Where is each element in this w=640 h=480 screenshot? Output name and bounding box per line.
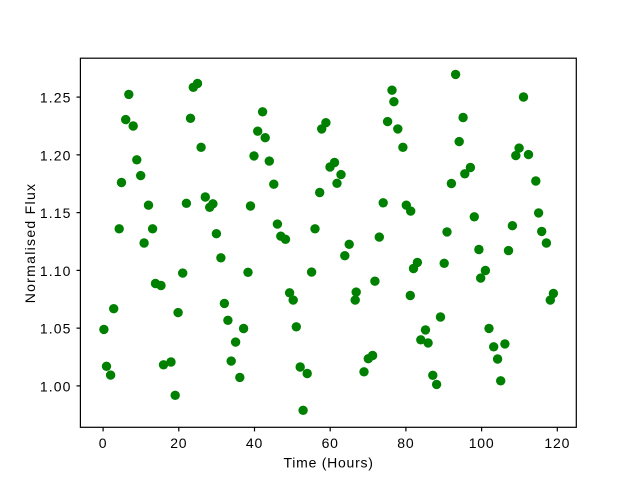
svg-text:0: 0	[99, 435, 108, 451]
svg-text:1.15: 1.15	[40, 205, 72, 221]
svg-text:Time (Hours): Time (Hours)	[284, 455, 374, 471]
svg-text:1.05: 1.05	[40, 321, 72, 337]
svg-text:1.25: 1.25	[40, 90, 72, 106]
svg-text:20: 20	[170, 435, 187, 451]
svg-text:60: 60	[322, 435, 339, 451]
svg-text:40: 40	[246, 435, 263, 451]
svg-text:1.20: 1.20	[40, 148, 72, 164]
svg-text:Normalised Flux: Normalised Flux	[22, 183, 38, 304]
svg-text:1.10: 1.10	[40, 263, 72, 279]
svg-text:120: 120	[544, 435, 570, 451]
svg-text:100: 100	[469, 435, 495, 451]
svg-text:80: 80	[397, 435, 414, 451]
svg-text:1.00: 1.00	[40, 379, 72, 395]
